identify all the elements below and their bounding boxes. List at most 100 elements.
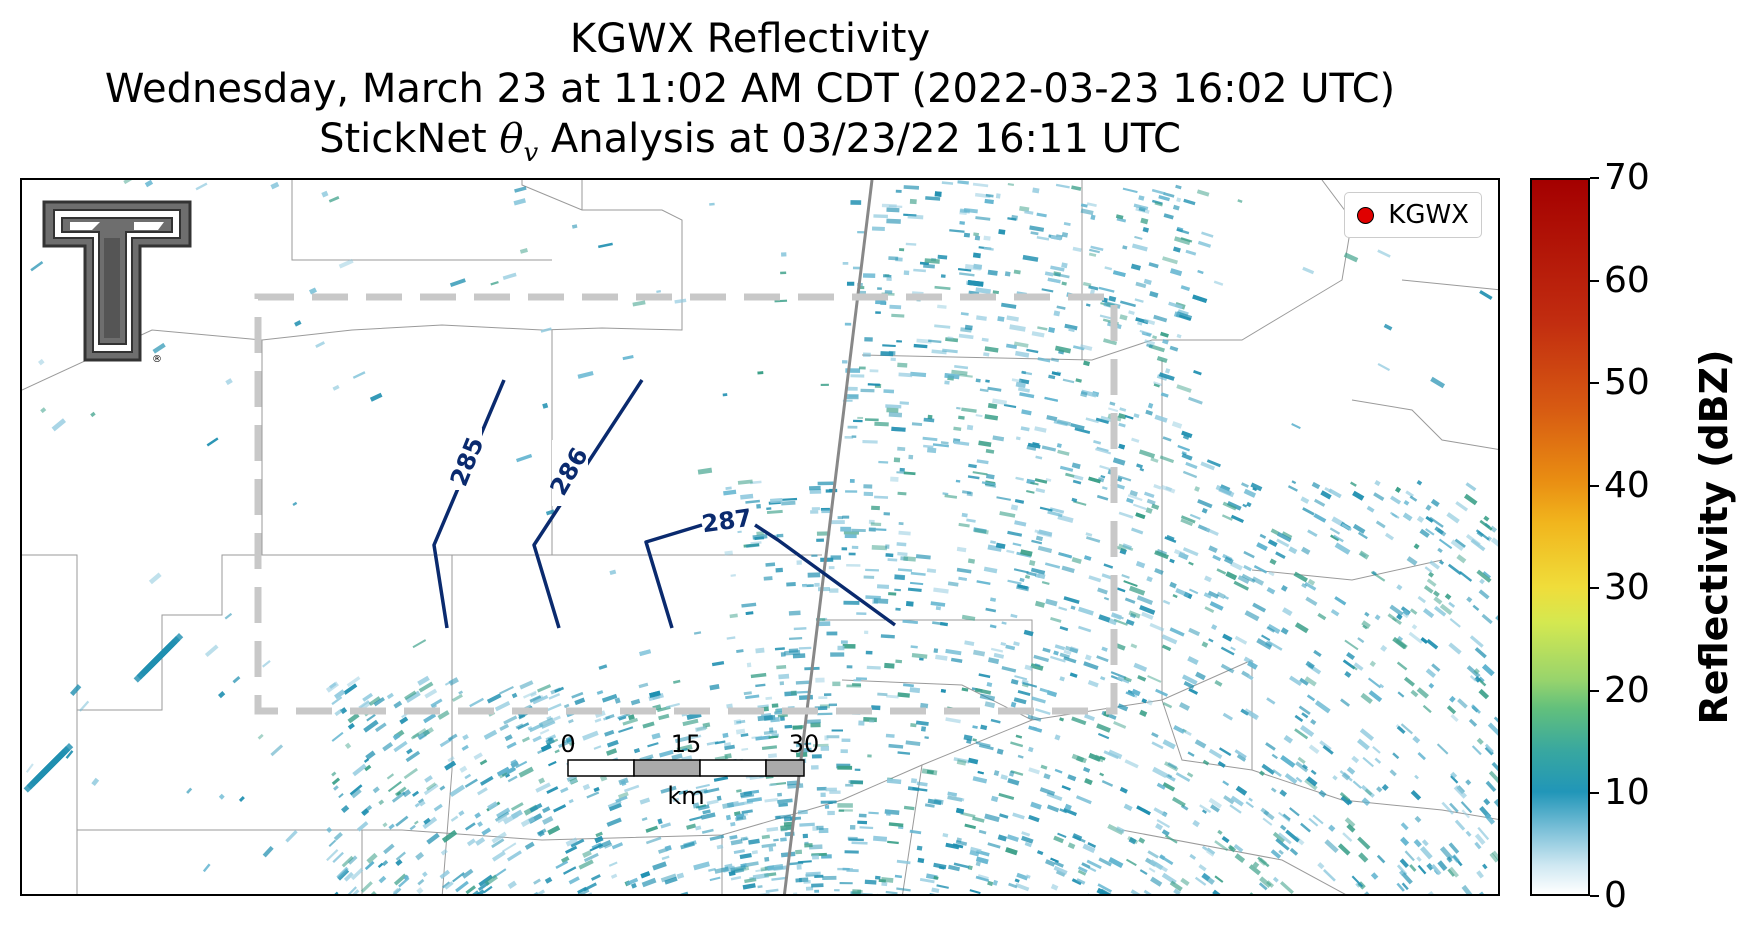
echo-gate: [1071, 462, 1081, 470]
echo-gate: [782, 497, 798, 501]
echo-gate: [1444, 593, 1452, 600]
colorbar-tick-label: 20: [1604, 669, 1650, 711]
echo-gate: [606, 817, 622, 827]
echo-gate: [413, 820, 419, 825]
echo-gate: [964, 324, 973, 331]
theta-v-contours: [432, 379, 897, 629]
echo-gate: [25, 763, 34, 773]
echo-gate: [326, 826, 333, 834]
echo-gate: [1005, 343, 1018, 350]
echo-gate: [1352, 780, 1362, 789]
echo-gate: [959, 208, 971, 214]
echo-gate: [795, 680, 810, 685]
echo-gate: [1300, 725, 1315, 738]
echo-gate: [1266, 697, 1276, 705]
echo-gate: [1248, 892, 1259, 894]
echo-gate: [597, 839, 612, 849]
echo-gate: [837, 516, 843, 520]
echo-gate: [902, 619, 918, 625]
echo-gate: [1067, 774, 1077, 782]
echo-gate: [910, 645, 918, 649]
echo-gate: [1334, 542, 1351, 555]
echo-gate: [1214, 840, 1229, 852]
echo-gate: [888, 205, 903, 208]
echo-gate: [842, 360, 848, 364]
echo-gate: [593, 786, 600, 793]
echo-gate: [548, 760, 557, 767]
echo-gate: [1008, 882, 1018, 889]
echo-gate: [1334, 596, 1347, 606]
echo-gate: [1188, 561, 1194, 566]
echo-gate: [1139, 709, 1148, 717]
echo-gate: [349, 784, 363, 796]
echo-gate: [1100, 676, 1106, 681]
echo-gate: [562, 866, 577, 875]
echo-gate: [412, 790, 420, 797]
echo-gate: [845, 783, 854, 787]
echo-gate: [809, 489, 822, 494]
echo-gate: [1175, 772, 1191, 783]
echo-gate: [953, 440, 970, 446]
echo-gate: [1028, 725, 1043, 733]
echo-gate: [869, 719, 875, 723]
echo-gate: [1295, 776, 1303, 783]
echo-gate: [974, 235, 981, 241]
echo-gate: [1246, 501, 1252, 508]
echo-gate: [1421, 839, 1429, 847]
echo-gate: [1026, 348, 1039, 354]
echo-gate: [1495, 615, 1498, 627]
echo-gate: [326, 849, 339, 862]
echo-gate: [672, 797, 680, 803]
echo-gate: [1280, 627, 1289, 635]
echo-gate: [1188, 588, 1199, 595]
echo-gate: [393, 873, 407, 886]
echo-gate: [816, 786, 827, 791]
echo-gate: [1223, 595, 1230, 600]
echo-gate: [788, 610, 801, 616]
echo-gate: [784, 724, 793, 729]
echo-gate: [1338, 843, 1351, 856]
echo-gate: [937, 304, 947, 309]
echo-gate: [883, 389, 895, 394]
echo-gate: [531, 889, 546, 894]
echo-gate: [1361, 797, 1371, 807]
echo-gate: [90, 411, 96, 418]
echo-gate: [1474, 841, 1482, 850]
echo-gate: [1145, 409, 1153, 416]
echo-gate: [903, 683, 914, 688]
echo-gate: [1447, 868, 1455, 877]
echo-gate: [686, 823, 697, 830]
echo-gate: [582, 850, 592, 858]
echo-gate: [464, 773, 472, 780]
echo-gate: [1416, 515, 1425, 523]
echo-gate: [334, 708, 343, 717]
echo-gate: [797, 809, 808, 815]
echo-gate: [1123, 676, 1132, 683]
echo-gate: [935, 606, 941, 611]
echo-gate: [751, 850, 758, 855]
echo-gate: [886, 407, 899, 413]
echo-gate: [1176, 197, 1182, 203]
echo-gate: [1036, 235, 1050, 241]
echo-gate: [347, 712, 360, 724]
echo-gate: [851, 528, 866, 533]
echo-gate: [1357, 531, 1368, 540]
echo-gate: [516, 453, 533, 463]
echo-gate: [917, 857, 925, 864]
echo-gate: [768, 753, 777, 759]
echo-gate: [803, 879, 811, 884]
echo-gate: [1118, 422, 1126, 428]
echo-gate: [730, 876, 742, 881]
echo-gate: [1302, 507, 1315, 516]
reflectivity-colorbar: [1530, 178, 1590, 896]
echo-gate: [1173, 888, 1181, 894]
echo-gate: [891, 313, 905, 318]
echo-gate: [1474, 647, 1487, 659]
echo-gate: [1024, 210, 1034, 215]
echo-gate: [1188, 687, 1199, 695]
echo-gate: [1357, 836, 1371, 850]
echo-gate: [404, 690, 417, 701]
echo-gate: [992, 290, 1000, 295]
echo-gate: [724, 753, 732, 759]
echo-gate: [1072, 479, 1082, 485]
